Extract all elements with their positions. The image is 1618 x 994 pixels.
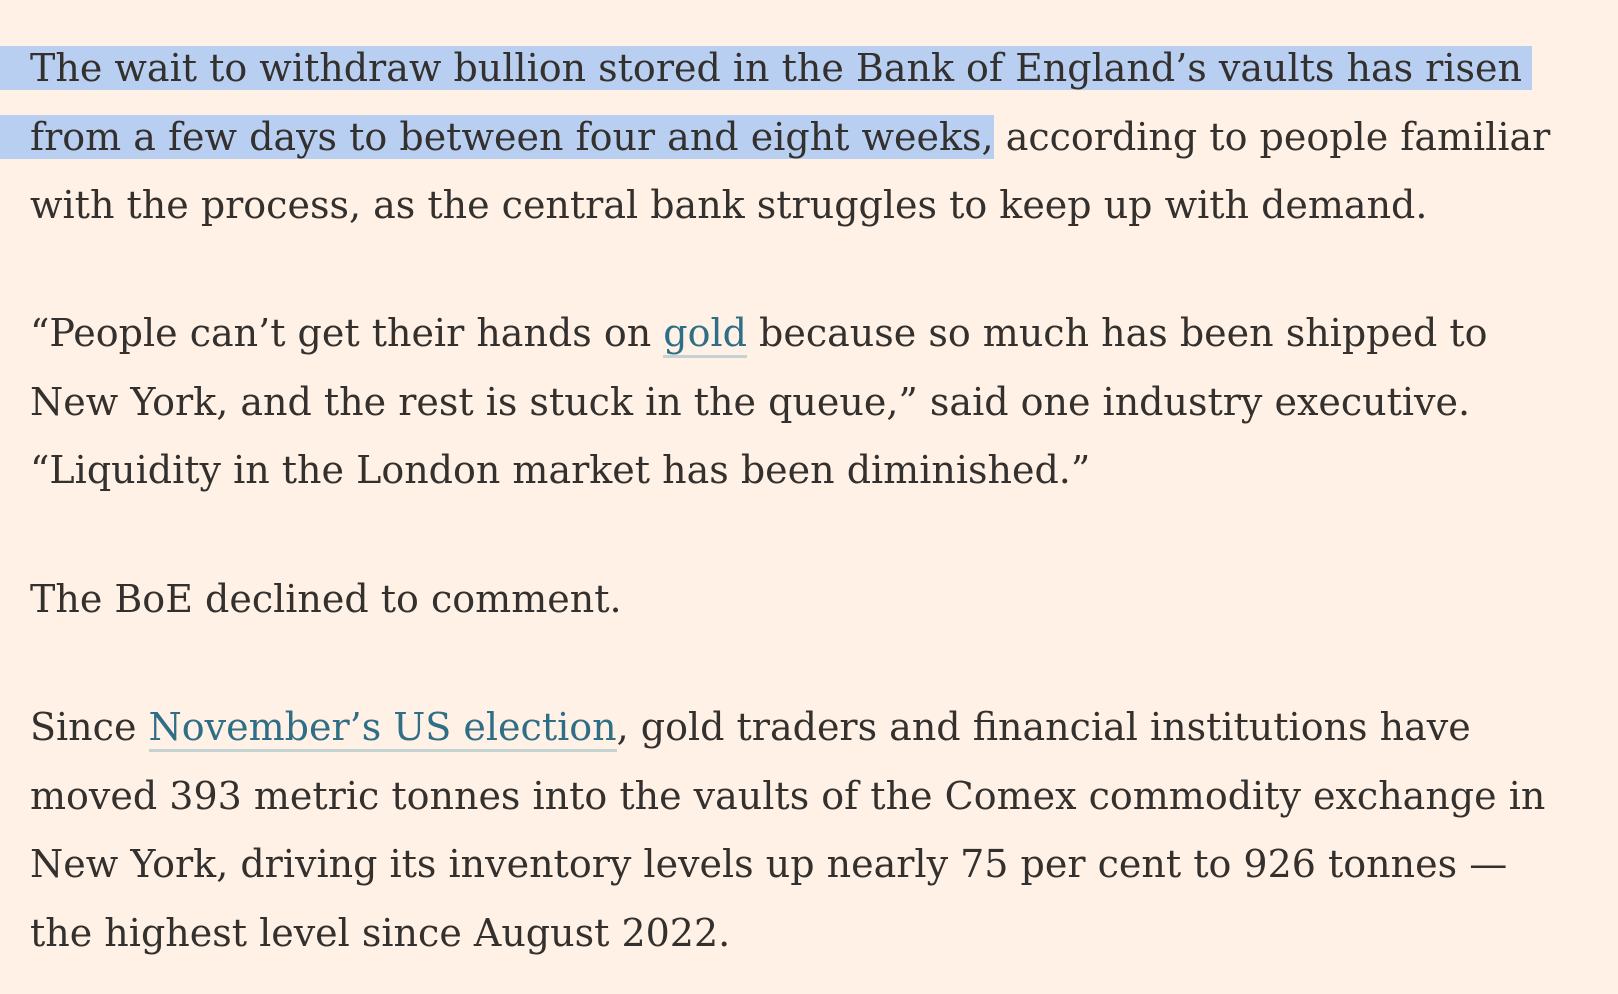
paragraph-boe-wait: The wait to withdraw bullion stored in t… [0, 34, 1551, 240]
selected-text[interactable]: The wait to withdraw bullion stored in t… [0, 46, 1532, 90]
text-segment: “People can’t get their hands on [30, 311, 664, 355]
text-line: New York, and the rest is stuck in the q… [30, 379, 1471, 424]
text-segment: because so much has been shipped to [746, 311, 1488, 355]
text-line: moved 393 metric tonnes into the vaults … [30, 773, 1546, 818]
text-segment: , gold traders and financial institution… [616, 705, 1471, 749]
text-line: the highest level since August 2022. [30, 910, 731, 955]
text-line: “People can’t get their hands on gold be… [30, 299, 1488, 368]
paragraph-comex-inventory: Since November’s US election, gold trade… [30, 693, 1545, 967]
text-line: The BoE declined to comment. [30, 577, 622, 621]
gold-link[interactable]: gold [663, 311, 747, 358]
text-line: from a few days to between four and eigh… [0, 103, 1551, 172]
text-segment: according to people familiar [993, 114, 1551, 159]
us-election-link[interactable]: November’s US election [148, 705, 617, 752]
selected-text[interactable]: from a few days to between four and eigh… [0, 114, 994, 159]
text-line: The wait to withdraw bullion stored in t… [0, 34, 1550, 103]
paragraph-boe-comment: The BoE declined to comment. [30, 565, 622, 634]
text-line: Since November’s US election, gold trade… [30, 693, 1545, 762]
text-segment: Since [30, 705, 149, 749]
text-line: with the process, as the central bank st… [30, 183, 1428, 227]
text-line: “Liquidity in the London market has been… [30, 448, 1091, 492]
paragraph-executive-quote: “People can’t get their hands on gold be… [30, 299, 1488, 505]
text-line: New York, driving its inventory levels u… [30, 842, 1508, 886]
